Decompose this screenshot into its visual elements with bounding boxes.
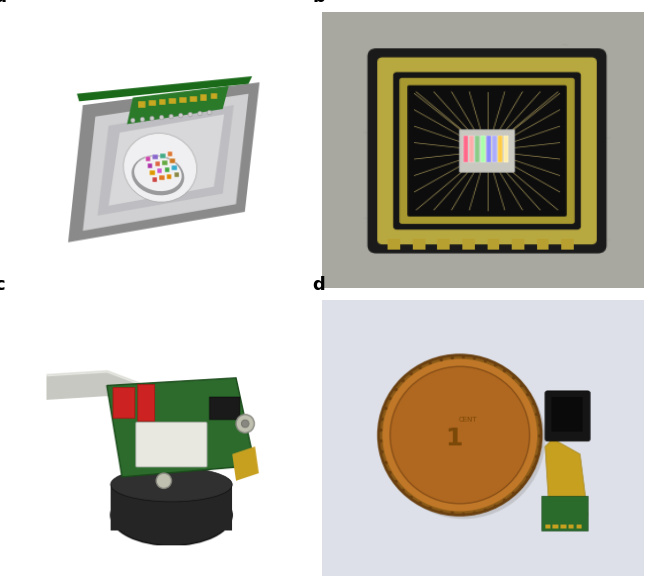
Text: b: b: [312, 0, 325, 6]
Text: d: d: [312, 276, 325, 294]
Text: a: a: [0, 0, 6, 6]
Text: c: c: [0, 276, 5, 294]
